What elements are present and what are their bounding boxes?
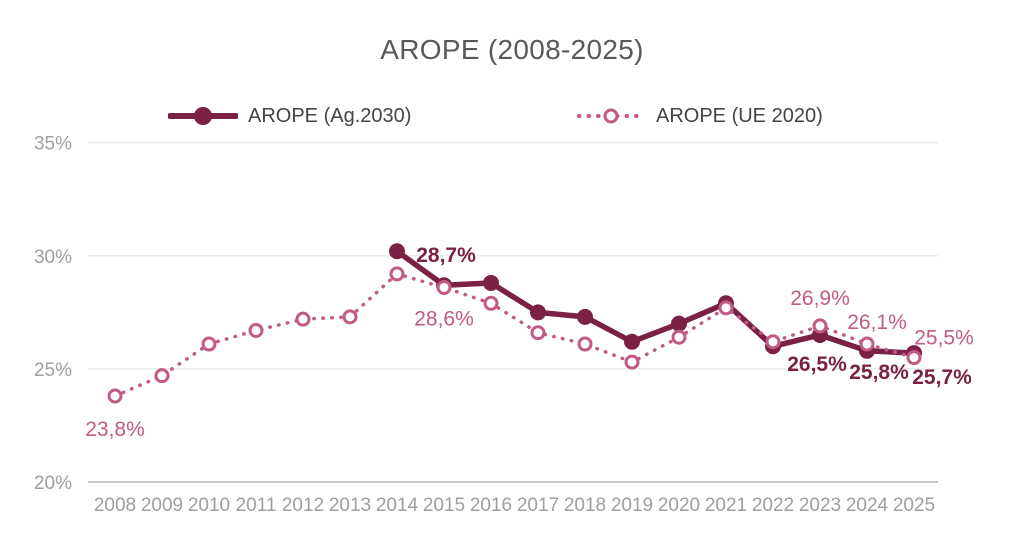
data-point-marker	[154, 368, 170, 384]
y-axis-labels: 35% 30% 25% 20%	[34, 134, 72, 494]
data-point-marker	[201, 336, 217, 352]
x-tick-label: 2017	[517, 495, 559, 516]
data-label: 26,9%	[790, 287, 850, 310]
data-point-marker	[107, 388, 123, 404]
data-point-marker	[483, 295, 499, 311]
data-point-marker	[483, 274, 499, 291]
x-tick-label: 2020	[658, 495, 700, 516]
x-tick-label: 2009	[141, 495, 183, 516]
legend-marker-solid-line-icon	[168, 107, 238, 125]
data-point-marker	[530, 304, 546, 321]
data-point-marker	[812, 318, 828, 334]
data-point-marker	[295, 311, 311, 327]
x-tick-label: 2010	[188, 495, 230, 516]
x-tick-label: 2013	[329, 495, 371, 516]
legend-label: AROPE (Ag.2030)	[248, 104, 412, 127]
x-tick-label: 2021	[705, 495, 747, 516]
x-tick-label: 2023	[799, 495, 841, 516]
data-label: 25,5%	[914, 327, 974, 350]
y-tick-label: 25%	[34, 360, 72, 381]
data-labels: 23,8% 28,7% 28,6% 26,9%26,1% 25,5% 26,5% 25,8%…	[85, 244, 974, 441]
data-label: 28,7%	[416, 244, 476, 267]
data-label: 26,5%	[787, 353, 847, 376]
data-label: 28,6%	[414, 307, 474, 330]
data-point-marker	[248, 322, 264, 338]
y-tick-label: 30%	[34, 247, 72, 268]
x-tick-label: 2022	[752, 495, 794, 516]
data-point-marker	[859, 336, 875, 352]
data-point-marker	[577, 336, 593, 352]
x-tick-label: 2024	[846, 495, 889, 516]
x-axis-labels: 2008 2009 2010 2011 2012 2013 2014 2015 2016 2017…	[94, 495, 935, 516]
data-point-marker	[906, 350, 922, 366]
data-point-marker	[671, 315, 687, 332]
data-point-marker	[342, 309, 358, 325]
x-tick-label: 2025	[893, 495, 935, 516]
chart-title: AROPE (2008-2025)	[380, 34, 644, 65]
data-point-marker	[624, 333, 640, 350]
series-line-ue2020	[113, 272, 916, 398]
x-tick-label: 2012	[282, 495, 324, 516]
series-ue2020	[107, 266, 922, 404]
x-tick-label: 2018	[564, 495, 606, 516]
data-point-marker	[530, 325, 546, 341]
data-point-marker	[671, 329, 687, 345]
y-tick-label: 20%	[34, 473, 72, 494]
data-point-marker	[436, 279, 452, 295]
data-point-marker	[389, 266, 405, 282]
y-tick-label: 35%	[34, 134, 72, 155]
data-point-marker	[389, 243, 405, 260]
legend-item-arope-ag2030[interactable]: AROPE (Ag.2030)	[168, 102, 411, 130]
gridlines	[88, 141, 938, 483]
data-point-marker	[765, 334, 781, 350]
legend-marker-dotted-line-icon	[577, 108, 645, 124]
data-label: 26,1%	[847, 311, 907, 334]
data-label: 25,8%	[849, 361, 909, 384]
x-tick-label: 2019	[611, 495, 653, 516]
x-tick-label: 2011	[236, 495, 277, 516]
data-label: 25,7%	[912, 366, 972, 389]
legend-label: AROPE (UE 2020)	[656, 104, 823, 127]
x-tick-label: 2016	[470, 495, 512, 516]
legend-item-arope-ue2020[interactable]: AROPE (UE 2020)	[576, 102, 823, 130]
data-point-marker	[624, 354, 640, 370]
x-tick-label: 2015	[423, 495, 465, 516]
x-tick-label: 2014	[376, 495, 419, 516]
data-point-marker	[718, 300, 734, 316]
data-point-marker	[577, 308, 593, 325]
x-tick-label: 2008	[94, 495, 136, 516]
data-label: 23,8%	[85, 418, 145, 441]
